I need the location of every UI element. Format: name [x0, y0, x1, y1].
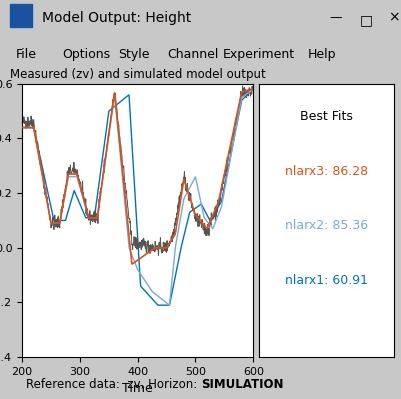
Text: Model Output: Height: Model Output: Height	[42, 11, 191, 25]
Text: Style: Style	[118, 48, 150, 61]
Text: nlarx2: 85.36: nlarx2: 85.36	[284, 219, 367, 232]
Title: Measured (zv) and simulated model output: Measured (zv) and simulated model output	[10, 68, 265, 81]
Text: Experiment: Experiment	[223, 48, 294, 61]
Text: ×: ×	[387, 11, 399, 25]
Text: Best Fits: Best Fits	[300, 110, 352, 123]
Text: nlarx3: 86.28: nlarx3: 86.28	[284, 165, 367, 178]
Text: Reference data:  zv, Horizon:: Reference data: zv, Horizon:	[26, 378, 200, 391]
X-axis label: Time: Time	[122, 382, 153, 395]
Text: —: —	[329, 11, 341, 24]
Text: File: File	[16, 48, 37, 61]
Text: Help: Help	[307, 48, 335, 61]
Text: □: □	[359, 13, 372, 27]
Bar	[10, 4, 32, 27]
Text: Options: Options	[62, 48, 110, 61]
Text: SIMULATION: SIMULATION	[200, 378, 283, 391]
Text: nlarx1: 60.91: nlarx1: 60.91	[284, 274, 367, 287]
Text: Channel: Channel	[166, 48, 218, 61]
